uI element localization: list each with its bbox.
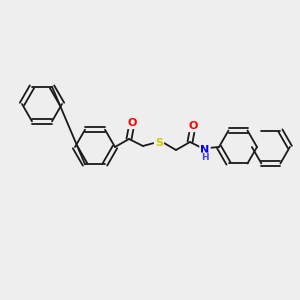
Text: N: N [200,145,210,155]
Text: H: H [201,154,209,163]
Text: S: S [155,138,163,148]
Text: O: O [188,121,198,131]
Text: O: O [127,118,137,128]
